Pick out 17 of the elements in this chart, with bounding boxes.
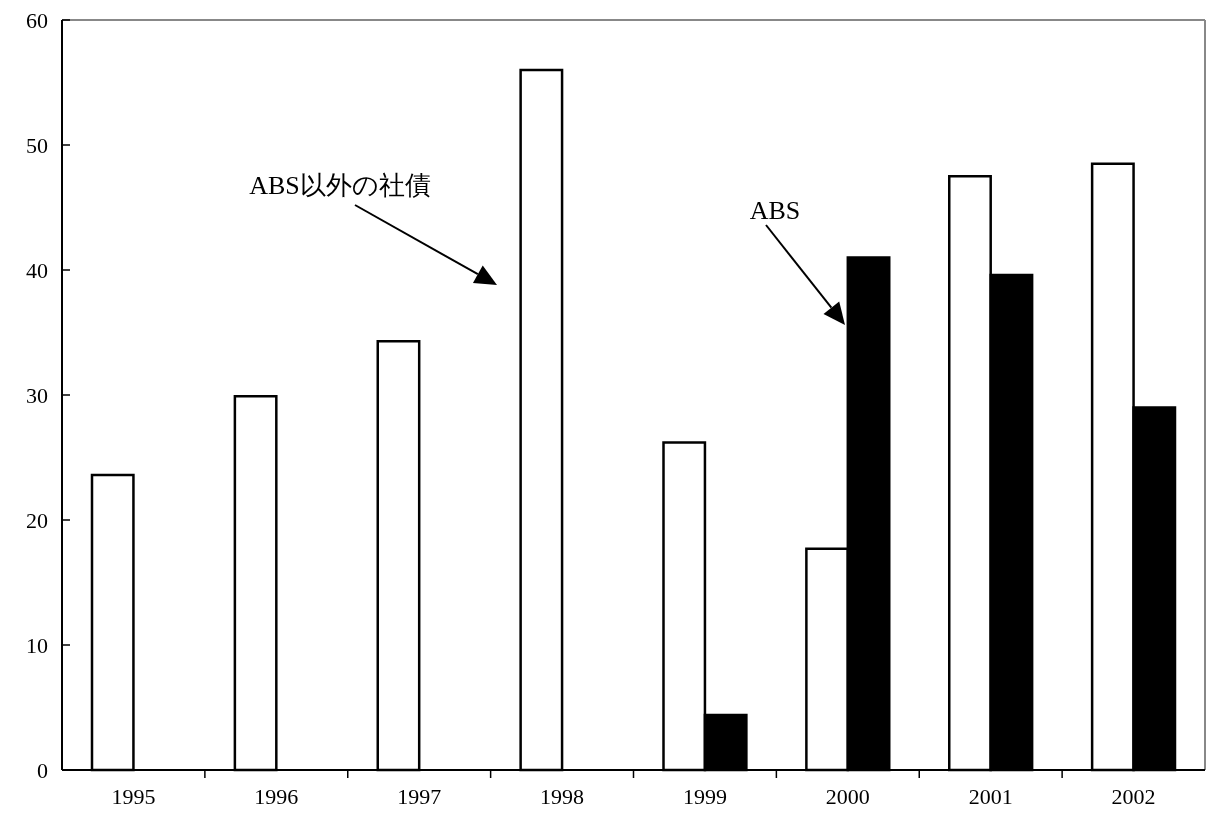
x-tick-label: 1997 xyxy=(397,784,442,809)
y-tick-label: 0 xyxy=(37,757,48,783)
y-tick-label: 50 xyxy=(26,132,48,158)
x-tick-label: 1995 xyxy=(111,784,156,809)
y-tick-label: 60 xyxy=(26,7,48,33)
x-tick-label: 1999 xyxy=(682,784,727,809)
x-tick-label: 2001 xyxy=(968,784,1013,809)
x-tick-label: 2000 xyxy=(825,784,870,809)
x-tick-label: 1996 xyxy=(254,784,299,809)
y-tick-label: 20 xyxy=(26,507,48,533)
annotation: ABS以外の社債 xyxy=(249,171,431,200)
annotation: ABS xyxy=(749,196,801,225)
x-tick-label: 1998 xyxy=(540,784,585,809)
y-tick-label: 10 xyxy=(26,632,48,658)
x-tick-label: 2002 xyxy=(1111,784,1156,809)
y-tick-label: 30 xyxy=(26,382,48,408)
y-tick-label: 40 xyxy=(26,257,48,283)
